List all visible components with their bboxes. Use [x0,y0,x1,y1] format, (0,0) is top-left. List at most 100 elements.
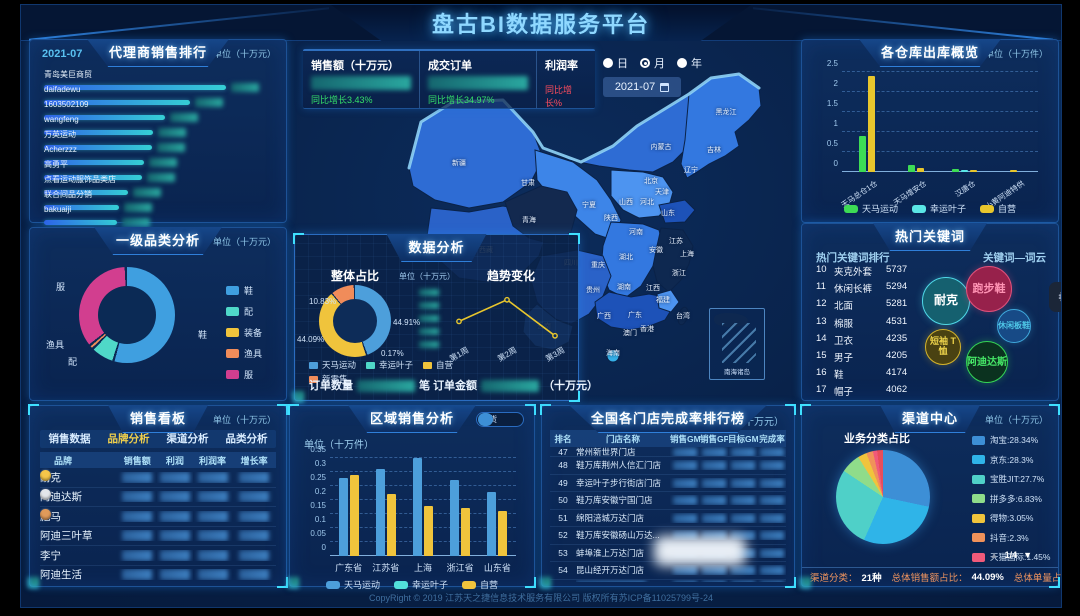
x-tick: 天马增安仓 [891,178,929,208]
channel-pie-chart [836,450,930,544]
value-blurred [122,530,153,542]
bar [498,511,508,556]
settings-button[interactable]: ⚙ [1049,282,1061,312]
cloud-bubble-阿迪达斯[interactable]: 阿迪达斯 [966,341,1008,383]
y-tick: 1.5 [826,99,838,108]
table-header-row: 排名门店名称销售GMV销售GP目标GMV完成率 [550,430,786,447]
province-label-重庆: 重庆 [591,262,605,269]
y-tick: 2 [833,79,838,88]
legend-item[interactable]: 天猫国际:1.45% [972,551,1050,563]
table-row: 彪马 [40,507,276,527]
trend-title: 趋势变化 [487,269,536,283]
order-summary: 订单数量 笔 订单金额 （十万元） [309,377,598,393]
radio-icon [677,58,687,68]
legend-item[interactable]: 京东:28.3% [972,454,1050,466]
value-blurred [673,461,697,471]
legend-item[interactable]: 幸运叶子 [393,578,448,591]
toggle-knob-icon [478,413,493,426]
agent-bar-line [44,109,276,127]
kpi-yoy: 同比增长34.97% [428,95,495,105]
donut-legend-row1: 天马运动 幸运叶子 自营 [309,359,453,371]
table-row: 48 鞋万库荆州人信汇门店 [550,457,786,475]
agent-bar-row: bakuaiji [44,205,276,228]
legend-item[interactable]: 宝胜JIT:27.7% [972,473,1050,485]
receive-toggle[interactable]: 收货 [476,412,524,427]
table-row: 51 绵阳涪城万达门店 [550,510,786,527]
agent-name: daifadewu [44,85,81,94]
legend-swatch [226,328,239,337]
legend-item[interactable]: 得物:3.05% [972,512,1050,524]
agent-bar [44,100,190,106]
dashboard: 盘古BI数据服务平台 [20,4,1062,608]
panel-title: 全国各门店完成率排行榜 [590,411,746,426]
legend-item[interactable]: 服 [226,368,262,381]
agent-bar-row: wangfeng [44,115,276,138]
legend-item[interactable]: 渔具 [226,347,262,360]
value-blurred [760,513,784,523]
trend-line-svg [456,296,558,339]
bar [338,477,348,556]
tab-品牌分析[interactable]: 品牌分析 [107,433,150,445]
bar [461,508,471,556]
province-label-河北: 河北 [640,199,654,206]
province-label-上海: 上海 [680,251,694,258]
legend-item[interactable]: 新零售 [309,373,348,385]
bar-group [442,458,479,556]
agent-value-blurred [231,83,260,93]
sales-board-tabs: 销售数据 品牌分析 渠道分析 品类分析 [40,430,276,448]
y-tick: 0.35 [310,445,326,454]
agent-bar [44,115,165,121]
legend-item[interactable]: 天马运动 [843,202,898,215]
value-blurred [731,531,755,541]
page-down-icon[interactable]: ▼ [1023,550,1032,560]
agent-bar-row: 点看运动服饰品类店 [44,175,276,198]
radio-月[interactable]: 月 [640,55,665,71]
bar-group [479,458,516,556]
legend-item[interactable]: 鞋 [226,284,262,297]
cloud-bubble-休闲板鞋[interactable]: 休闲板鞋 [997,309,1031,343]
legend-item[interactable]: 天马运动 [309,359,356,371]
cloud-bubble-短袖 T恤[interactable]: 短袖 T恤 [925,329,961,365]
legend-item[interactable]: 抖音:2.3% [972,532,1050,544]
x-tick: 浙江省 [446,563,474,573]
page-up-icon[interactable]: ▲ [989,550,999,560]
radio-年[interactable]: 年 [677,55,702,71]
value-blurred [122,510,153,522]
radio-日[interactable]: 日 [603,55,628,71]
legend-item[interactable]: 装备 [226,326,262,339]
cloud-bubble-跑步鞋[interactable]: 跑步鞋 [966,266,1012,312]
tab-品类分析[interactable]: 品类分析 [225,433,268,445]
province-label-湖北: 湖北 [619,254,633,261]
bar [375,469,385,556]
legend-item[interactable]: 拼多多:6.83% [972,493,1050,505]
legend-item[interactable]: 配 [226,305,262,318]
cloud-bubble-耐克[interactable]: 耐克 [922,277,970,325]
tab-销售数据[interactable]: 销售数据 [48,433,91,445]
legend-item[interactable]: 幸运叶子 [366,359,413,371]
legend-item[interactable]: 淘宝:28.34% [972,434,1050,446]
kpi-value-blurred [311,76,411,90]
legend-item[interactable]: 自营 [980,202,1016,215]
donut-callout: 44.09% [297,335,325,344]
date-picker[interactable]: 2021-07 [603,77,681,97]
legend-item[interactable]: 幸运叶子 [911,202,966,215]
value-blurred [760,531,784,541]
x-tick: 广东省 [335,563,363,573]
agent-name: bakuaiji [44,205,72,214]
legend-swatch [325,580,340,589]
legend-item[interactable]: 自营 [423,359,453,371]
gridline [842,131,1038,132]
panel-regional-sales: 区域销售分析 收货 单位（十万件） 0 0.05 0.1 0.15 0.2 0.25 0.3… [288,404,536,590]
gridline [330,471,516,472]
value-blurred [702,461,726,471]
legend-swatch [226,286,239,295]
value-blurred [731,513,755,523]
tab-渠道分析[interactable]: 渠道分析 [166,433,209,445]
value-blurred [673,566,697,576]
brand-name: 彪马 [40,508,117,524]
unit-label: 单位（十万元） [212,49,276,59]
agent-value-blurred [123,203,152,213]
medal-icon [40,508,51,520]
legend-item[interactable]: 自营 [462,578,498,591]
legend-item[interactable]: 天马运动 [325,578,380,591]
